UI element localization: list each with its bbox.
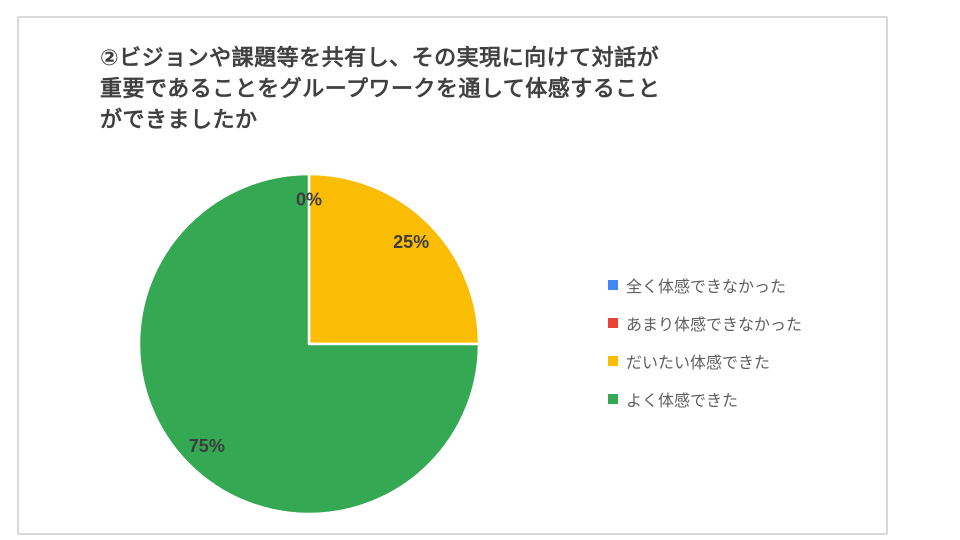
legend-label: だいたい体感できた [626, 355, 771, 372]
legend-swatch-icon [608, 318, 618, 328]
pie-slice-label-3: 75% [189, 436, 225, 456]
legend-item-2: だいたい体感できた [608, 342, 802, 380]
chart-title-line-1: ②ビジョンや課題等を共有し、その実現に向けて対話が [100, 45, 660, 70]
legend-label: 全く体感できなかった [626, 279, 787, 296]
pie-slice-label-0: 0% [296, 190, 322, 210]
pie-slice-3 [137, 172, 481, 516]
pie-slice-2 [307, 172, 481, 346]
pie-chart: 0% 25% 75% [137, 172, 481, 516]
pie-slice-label-2: 25% [393, 232, 429, 252]
legend-label: よく体感できた [626, 393, 739, 410]
chart-title: ②ビジョンや課題等を共有し、その実現に向けて対話が 重要であることをグループワー… [100, 42, 700, 135]
legend-label: あまり体感できなかった [626, 317, 803, 334]
legend-item-3: よく体感できた [608, 380, 802, 418]
chart-title-line-3: ができましたか [100, 107, 258, 132]
legend-swatch-icon [608, 394, 618, 404]
chart-title-line-2: 重要であることをグループワークを通して体感すること [100, 76, 661, 101]
chart-card: ②ビジョンや課題等を共有し、その実現に向けて対話が 重要であることをグループワー… [17, 16, 888, 535]
legend-swatch-icon [608, 280, 618, 290]
chart-legend: 全く体感できなかった あまり体感できなかった だいたい体感できた よく体感できた [608, 266, 802, 418]
legend-swatch-icon [608, 356, 618, 366]
legend-item-1: あまり体感できなかった [608, 304, 802, 342]
legend-item-0: 全く体感できなかった [608, 266, 802, 304]
